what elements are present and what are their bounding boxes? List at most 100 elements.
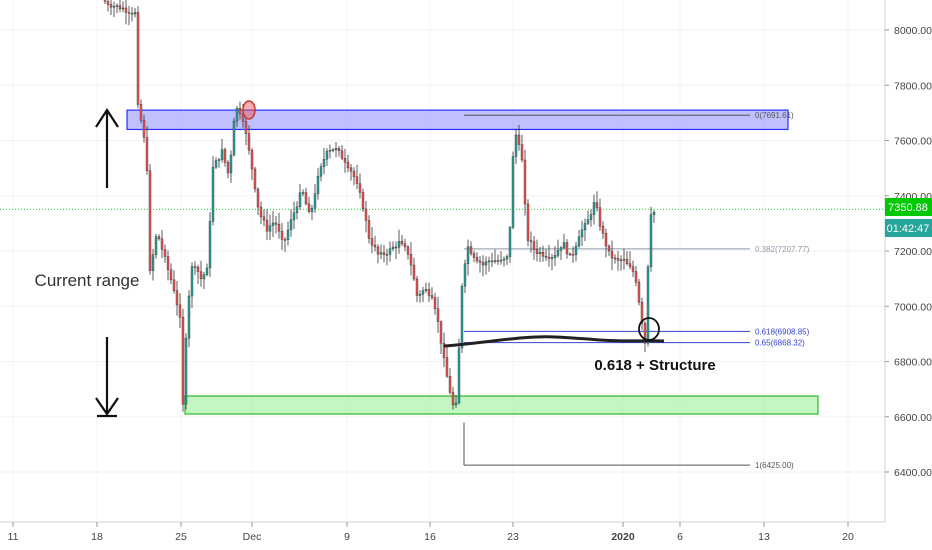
- candle-body: [112, 6, 116, 8]
- candle-body: [145, 137, 149, 171]
- candle-body: [526, 203, 530, 241]
- candle-body: [337, 148, 341, 151]
- candle-body: [559, 247, 563, 251]
- candle-body: [397, 240, 401, 248]
- candle-body: [358, 183, 362, 193]
- candle-body: [118, 5, 122, 10]
- candle-body: [346, 161, 350, 169]
- candle-body: [637, 281, 641, 303]
- candle-body: [235, 107, 239, 122]
- candle-body: [223, 149, 227, 163]
- candle-body: [265, 220, 269, 232]
- candle-body: [151, 254, 155, 271]
- candle-body: [463, 263, 467, 287]
- candle-body: [472, 253, 476, 258]
- candle-body: [523, 159, 527, 205]
- candle-body: [427, 289, 431, 296]
- candle-body: [424, 289, 428, 291]
- x-tick-label: Dec: [243, 531, 262, 543]
- candle-body: [214, 160, 218, 168]
- candle-body: [205, 267, 209, 275]
- candle-body: [136, 12, 140, 105]
- fib-label: 1(6425.00): [755, 461, 794, 470]
- candle-body: [148, 170, 152, 271]
- candle-body: [367, 220, 371, 239]
- candle-body: [190, 266, 194, 297]
- candle-body: [157, 236, 161, 240]
- candle-body: [388, 248, 392, 255]
- candle-body: [166, 256, 170, 270]
- candle-body: [400, 240, 404, 245]
- candle-body: [352, 170, 356, 177]
- candle-body: [565, 242, 569, 255]
- candle-body: [142, 120, 146, 138]
- candle-body: [562, 242, 566, 248]
- candle-body: [226, 162, 230, 174]
- candle-body: [292, 212, 296, 220]
- x-tick-label: 2020: [611, 531, 635, 543]
- candle-body: [340, 150, 344, 159]
- candle-body: [220, 149, 224, 160]
- candle-body: [325, 151, 329, 160]
- candle-body: [544, 256, 548, 258]
- candle-body: [598, 207, 602, 227]
- candle-body: [550, 257, 554, 259]
- candle-body: [250, 150, 254, 170]
- x-tick-label: 13: [758, 531, 770, 543]
- y-tick-label: 7800.00: [894, 80, 932, 92]
- y-tick-label: 6600.00: [894, 412, 932, 424]
- candle-body: [535, 249, 539, 254]
- candle-body: [103, 0, 107, 2]
- candle-body: [295, 206, 299, 213]
- candle-body: [229, 154, 233, 174]
- candle-body: [595, 202, 599, 208]
- time-axis[interactable]: 11 18 25 Dec 9 16 23 2020 6 13 20: [8, 522, 854, 543]
- candle-body: [421, 290, 425, 295]
- candle-body: [184, 337, 188, 405]
- candle-body: [409, 254, 413, 266]
- x-tick-label: 11: [8, 531, 19, 543]
- candle-body: [478, 260, 482, 263]
- price-axis[interactable]: 6400.006600.006800.007000.007200.007400.…: [885, 25, 932, 479]
- candle-body: [607, 245, 611, 252]
- candle-body: [280, 231, 284, 240]
- candle-body: [313, 193, 317, 209]
- candle-body: [589, 214, 593, 220]
- candle-body: [622, 258, 626, 261]
- candle-body: [319, 166, 323, 177]
- y-tick-label: 7000.00: [894, 301, 932, 313]
- candle-body: [178, 304, 182, 318]
- structure-label: 0.618 + Structure: [594, 357, 715, 374]
- candle-body: [199, 271, 203, 280]
- candle-body: [625, 258, 629, 264]
- y-tick-label: 7600.00: [894, 136, 932, 148]
- candle-body: [457, 347, 461, 404]
- candle-body: [610, 250, 614, 259]
- candle-body: [259, 206, 263, 218]
- x-tick-label: 25: [175, 531, 187, 543]
- candle-body: [517, 134, 521, 145]
- fib-label: 0.65(6868.32): [755, 339, 805, 348]
- candle-body: [211, 166, 215, 222]
- candle-body: [547, 256, 551, 259]
- candle-body: [283, 239, 287, 241]
- candle-body: [268, 225, 272, 232]
- candle-body: [529, 240, 533, 242]
- candle-body: [508, 227, 512, 257]
- entry-circle: [638, 317, 660, 341]
- candle-body: [382, 252, 386, 255]
- candle-body: [556, 250, 560, 256]
- y-tick-label: 7200.00: [894, 246, 932, 258]
- candle-body: [505, 256, 509, 260]
- fib-retracement: 0(7691.61) 0.382(7207.77) 0.618(6908.85) 0.…: [463, 111, 810, 470]
- candle-body: [475, 257, 479, 262]
- candle-body: [439, 321, 443, 344]
- candle-body: [493, 260, 497, 262]
- candle-body: [442, 343, 446, 358]
- range-up-arrowhead: [95, 107, 119, 128]
- candle-body: [139, 104, 143, 121]
- x-tick-label: 20: [842, 531, 854, 543]
- candle-body: [160, 238, 164, 250]
- candle-body: [253, 168, 257, 190]
